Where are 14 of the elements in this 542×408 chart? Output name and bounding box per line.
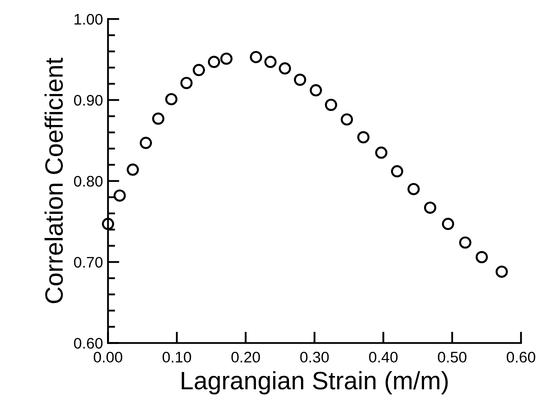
x-tick-label: 0.60	[506, 352, 536, 363]
x-tick-label: 0.10	[162, 352, 192, 363]
y-tick-label: 0.60	[74, 338, 103, 349]
x-tick-label: 0.20	[231, 352, 260, 363]
x-tick-label: 0.00	[94, 352, 122, 363]
y-tick-label: 0.80	[74, 176, 103, 187]
y-axis-title: Correlation Coefficient	[44, 58, 63, 304]
x-tick-label: 0.30	[300, 352, 329, 363]
y-tick-label: 0.90	[74, 94, 103, 106]
x-tick-label: 0.50	[438, 352, 466, 363]
x-tick-label: 0.40	[369, 352, 398, 363]
y-tick-label: 0.70	[74, 256, 103, 268]
x-axis-title: Lagrangian Strain (m/m)	[182, 371, 448, 394]
y-tick-label: 1.00	[74, 14, 103, 25]
